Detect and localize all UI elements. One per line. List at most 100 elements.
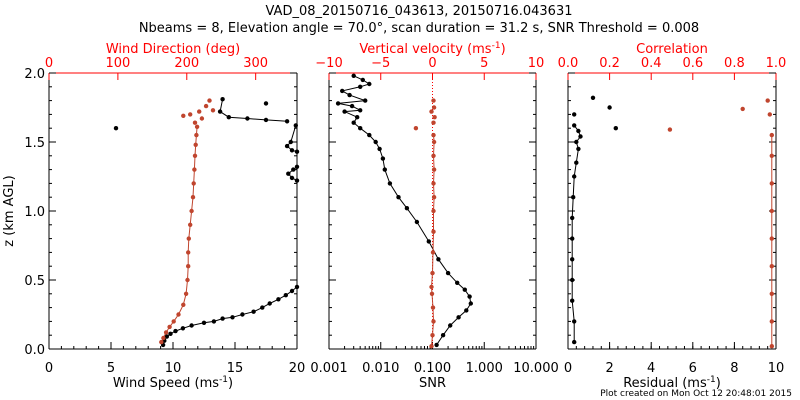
data-point — [396, 195, 401, 200]
data-point — [431, 105, 437, 110]
data-point — [358, 126, 363, 131]
data-point — [230, 315, 235, 320]
series-line — [430, 135, 435, 347]
data-point — [769, 291, 774, 296]
data-point — [462, 287, 467, 292]
x-tick-label: 5 — [107, 361, 115, 376]
data-point — [431, 132, 436, 138]
data-point — [340, 88, 345, 94]
data-point — [769, 153, 774, 158]
y-tick-label: 2.0 — [24, 67, 45, 82]
data-point — [260, 305, 265, 310]
data-point — [431, 195, 437, 200]
data-point — [186, 250, 191, 255]
data-point — [448, 323, 453, 328]
data-point — [445, 270, 451, 276]
data-point — [570, 277, 575, 283]
top-tick-label: 0.0 — [558, 56, 579, 71]
data-point — [163, 330, 169, 335]
x-tick-label: 4 — [647, 361, 655, 376]
data-point — [570, 236, 575, 241]
top-tick-label: 0 — [428, 56, 436, 71]
x-tick-label: 0 — [45, 361, 53, 376]
top-tick-label: 0.8 — [724, 56, 745, 71]
x-axis-label: Residual (ms-1) — [623, 375, 721, 391]
data-point — [769, 132, 774, 138]
data-point — [426, 239, 431, 244]
data-point — [765, 98, 770, 103]
data-point — [194, 124, 200, 129]
data-point — [431, 181, 436, 186]
data-point — [431, 208, 436, 214]
x-tick-label: 10 — [165, 361, 182, 376]
data-point — [173, 328, 178, 334]
data-point — [351, 73, 356, 79]
data-point — [613, 126, 618, 131]
top-tick-label: 0.2 — [599, 56, 620, 71]
data-point — [431, 153, 436, 158]
top-tick-label: 5 — [480, 56, 488, 71]
series-line — [286, 125, 298, 182]
data-point — [197, 109, 202, 114]
chart-subtitle: Nbeams = 8, Elevation angle = 70.0°, sca… — [139, 21, 699, 36]
y-axis-label: z (km AGL) — [2, 175, 17, 246]
data-point — [769, 264, 774, 269]
data-point — [176, 312, 181, 317]
data-point — [404, 206, 410, 211]
data-point — [194, 132, 199, 138]
x-tick-label: 0.100 — [414, 361, 451, 376]
x-tick-label: 8 — [730, 361, 738, 376]
data-point — [217, 109, 223, 114]
data-point — [455, 280, 460, 285]
data-point — [220, 97, 225, 102]
data-point — [355, 115, 360, 120]
data-point — [382, 167, 387, 172]
data-point — [161, 335, 166, 341]
data-point — [574, 160, 579, 165]
data-point — [263, 101, 269, 106]
data-point — [572, 112, 577, 117]
data-point — [769, 208, 774, 214]
data-point — [574, 139, 579, 145]
data-point — [576, 128, 581, 134]
x-tick-label: 0.001 — [310, 361, 347, 376]
data-point — [363, 98, 368, 103]
data-point — [192, 120, 198, 125]
data-point — [226, 115, 231, 120]
data-point — [189, 323, 194, 328]
x-tick-label: 10 — [768, 361, 785, 376]
data-point — [367, 81, 372, 87]
data-point — [113, 126, 119, 131]
data-point — [572, 174, 577, 179]
data-point — [431, 120, 436, 125]
data-point — [358, 108, 363, 113]
data-point — [189, 208, 194, 214]
data-point — [430, 305, 436, 310]
data-point — [436, 257, 441, 262]
data-point — [769, 319, 774, 324]
data-point — [431, 319, 436, 324]
data-point — [431, 167, 437, 172]
x-tick-label: 0 — [564, 361, 572, 376]
data-point — [220, 316, 225, 321]
y-tick-label: 0.0 — [24, 343, 45, 358]
data-point — [289, 148, 295, 153]
data-point — [190, 195, 196, 200]
top-tick-label: 10 — [528, 56, 545, 71]
top-tick-label: 100 — [105, 56, 130, 71]
data-point — [284, 119, 290, 124]
data-point — [289, 288, 295, 294]
data-point — [429, 291, 435, 296]
data-point — [432, 115, 437, 120]
data-point — [347, 92, 352, 98]
data-point — [590, 95, 596, 101]
data-point — [335, 101, 341, 106]
data-point — [387, 181, 393, 186]
data-point — [199, 116, 205, 121]
data-point — [429, 109, 434, 114]
footer-note: Plot created on Mon Oct 12 20:48:01 2015 — [600, 389, 792, 399]
data-point — [294, 149, 300, 154]
x-tick-label: 1.000 — [466, 361, 503, 376]
data-point — [201, 320, 207, 325]
